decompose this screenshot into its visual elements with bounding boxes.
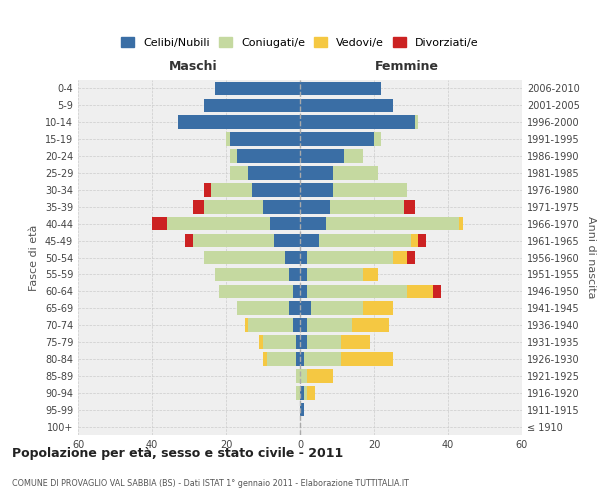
Bar bbox=[252, 183, 300, 196]
Bar bbox=[307, 369, 334, 382]
Text: COMUNE DI PROVAGLIO VAL SABBIA (BS) - Dati ISTAT 1° gennaio 2011 - Elaborazione : COMUNE DI PROVAGLIO VAL SABBIA (BS) - Da… bbox=[12, 479, 409, 488]
Bar bbox=[300, 166, 334, 179]
Bar bbox=[300, 82, 382, 95]
Bar bbox=[352, 318, 389, 332]
Bar bbox=[300, 98, 392, 112]
Bar bbox=[193, 234, 274, 247]
Bar bbox=[300, 352, 304, 366]
Bar bbox=[300, 116, 415, 129]
Bar bbox=[363, 302, 392, 315]
Bar bbox=[285, 250, 300, 264]
Text: Popolazione per età, sesso e stato civile - 2011: Popolazione per età, sesso e stato civil… bbox=[12, 448, 343, 460]
Text: Femmine: Femmine bbox=[374, 60, 439, 73]
Bar bbox=[204, 183, 211, 196]
Bar bbox=[307, 250, 392, 264]
Bar bbox=[296, 352, 300, 366]
Bar bbox=[204, 250, 285, 264]
Bar bbox=[215, 82, 300, 95]
Bar bbox=[274, 234, 300, 247]
Bar bbox=[304, 352, 341, 366]
Bar bbox=[300, 250, 307, 264]
Bar bbox=[418, 234, 426, 247]
Bar bbox=[341, 336, 370, 349]
Bar bbox=[289, 302, 300, 315]
Bar bbox=[404, 200, 415, 213]
Bar bbox=[433, 284, 440, 298]
Bar bbox=[459, 217, 463, 230]
Bar bbox=[307, 318, 352, 332]
Bar bbox=[307, 268, 363, 281]
Bar bbox=[326, 217, 459, 230]
Bar bbox=[263, 200, 300, 213]
Bar bbox=[304, 386, 307, 400]
Bar bbox=[289, 268, 300, 281]
Bar bbox=[296, 386, 300, 400]
Bar bbox=[307, 386, 315, 400]
Bar bbox=[374, 132, 382, 146]
Bar bbox=[237, 150, 300, 163]
Bar bbox=[263, 336, 296, 349]
Bar bbox=[300, 336, 307, 349]
Bar bbox=[248, 166, 300, 179]
Bar bbox=[204, 200, 263, 213]
Bar bbox=[300, 183, 334, 196]
Bar bbox=[300, 234, 319, 247]
Bar bbox=[218, 284, 293, 298]
Bar bbox=[259, 336, 263, 349]
Bar bbox=[300, 403, 304, 416]
Bar bbox=[296, 336, 300, 349]
Bar bbox=[230, 150, 237, 163]
Bar bbox=[300, 386, 304, 400]
Bar bbox=[344, 150, 363, 163]
Bar bbox=[407, 284, 433, 298]
Bar bbox=[307, 336, 341, 349]
Bar bbox=[293, 318, 300, 332]
Bar bbox=[341, 352, 392, 366]
Bar bbox=[152, 217, 167, 230]
Bar bbox=[266, 352, 296, 366]
Bar bbox=[300, 268, 307, 281]
Bar bbox=[296, 369, 300, 382]
Bar bbox=[363, 268, 378, 281]
Bar bbox=[215, 268, 289, 281]
Bar bbox=[193, 200, 204, 213]
Bar bbox=[300, 200, 329, 213]
Bar bbox=[300, 369, 307, 382]
Bar bbox=[319, 234, 411, 247]
Bar bbox=[204, 98, 300, 112]
Bar bbox=[245, 318, 248, 332]
Bar bbox=[300, 318, 307, 332]
Bar bbox=[185, 234, 193, 247]
Bar bbox=[334, 183, 407, 196]
Bar bbox=[300, 284, 307, 298]
Bar bbox=[392, 250, 407, 264]
Bar bbox=[230, 132, 300, 146]
Bar bbox=[167, 217, 271, 230]
Bar bbox=[226, 132, 230, 146]
Bar bbox=[307, 284, 407, 298]
Text: Maschi: Maschi bbox=[169, 60, 218, 73]
Bar bbox=[263, 352, 266, 366]
Bar bbox=[237, 302, 289, 315]
Bar bbox=[300, 302, 311, 315]
Bar bbox=[300, 217, 326, 230]
Bar bbox=[415, 116, 418, 129]
Bar bbox=[230, 166, 248, 179]
Bar bbox=[311, 302, 363, 315]
Bar bbox=[248, 318, 293, 332]
Bar bbox=[334, 166, 378, 179]
Bar bbox=[300, 150, 344, 163]
Y-axis label: Fasce di età: Fasce di età bbox=[29, 224, 39, 290]
Y-axis label: Anni di nascita: Anni di nascita bbox=[586, 216, 596, 298]
Bar bbox=[211, 183, 252, 196]
Bar bbox=[300, 132, 374, 146]
Legend: Celibi/Nubili, Coniugati/e, Vedovi/e, Divorziati/e: Celibi/Nubili, Coniugati/e, Vedovi/e, Di… bbox=[117, 32, 483, 52]
Bar bbox=[271, 217, 300, 230]
Bar bbox=[411, 234, 418, 247]
Bar bbox=[178, 116, 300, 129]
Bar bbox=[407, 250, 415, 264]
Bar bbox=[329, 200, 404, 213]
Bar bbox=[293, 284, 300, 298]
